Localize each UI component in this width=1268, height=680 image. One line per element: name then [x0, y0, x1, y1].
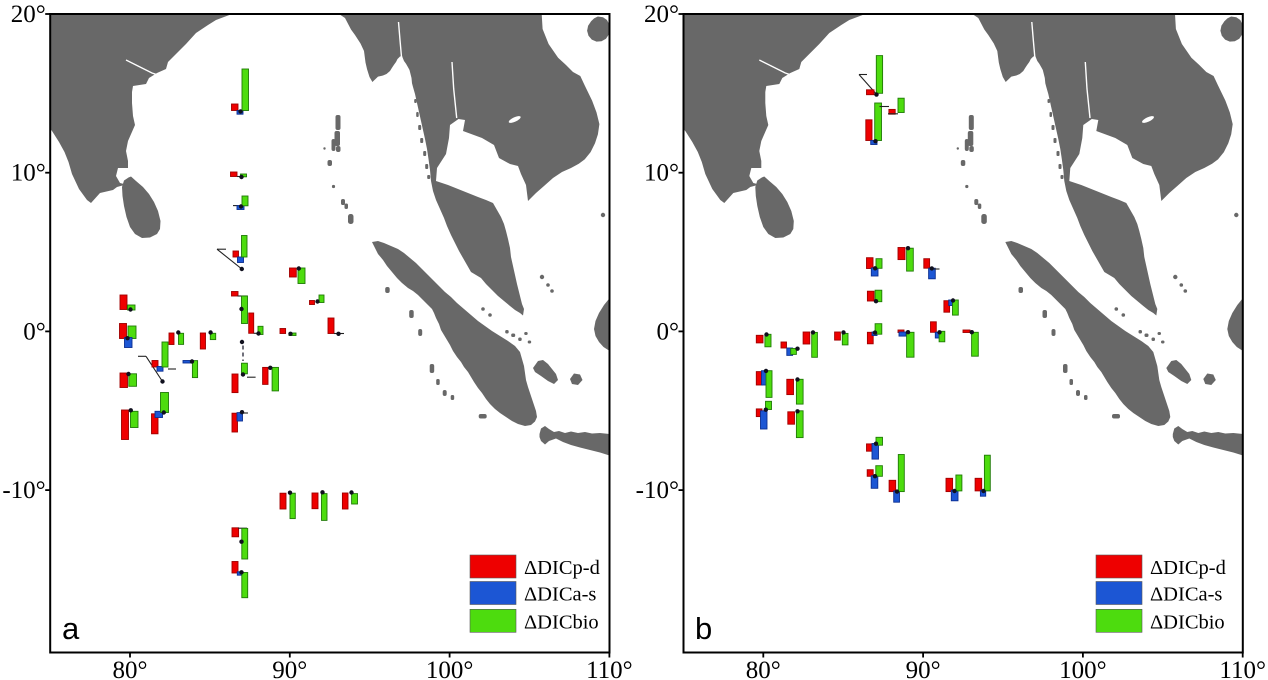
svg-text:ΔDICbio: ΔDICbio: [1150, 611, 1225, 633]
svg-text:80°: 80°: [113, 657, 148, 680]
svg-text:90°: 90°: [272, 657, 307, 680]
svg-text:ΔDICa-s: ΔDICa-s: [524, 584, 596, 606]
svg-text:100°: 100°: [426, 657, 474, 680]
svg-text:20°: 20°: [644, 1, 679, 28]
svg-text:0°: 0°: [657, 318, 680, 345]
svg-text:0°: 0°: [23, 318, 46, 345]
svg-text:ΔDICbio: ΔDICbio: [524, 611, 599, 633]
svg-text:20°: 20°: [11, 1, 46, 28]
svg-text:-10°: -10°: [636, 477, 679, 504]
svg-text:b: b: [695, 611, 712, 646]
svg-text:ΔDICp-d: ΔDICp-d: [524, 557, 600, 579]
svg-text:110°: 110°: [1219, 657, 1266, 680]
svg-text:100°: 100°: [1059, 657, 1107, 680]
svg-text:90°: 90°: [906, 657, 941, 680]
svg-text:80°: 80°: [746, 657, 781, 680]
svg-text:110°: 110°: [586, 657, 633, 680]
svg-text:ΔDICp-d: ΔDICp-d: [1150, 557, 1226, 579]
svg-text:a: a: [62, 611, 80, 646]
svg-text:10°: 10°: [11, 160, 46, 187]
svg-text:-10°: -10°: [2, 477, 45, 504]
svg-text:10°: 10°: [644, 160, 679, 187]
svg-text:ΔDICa-s: ΔDICa-s: [1150, 584, 1222, 606]
